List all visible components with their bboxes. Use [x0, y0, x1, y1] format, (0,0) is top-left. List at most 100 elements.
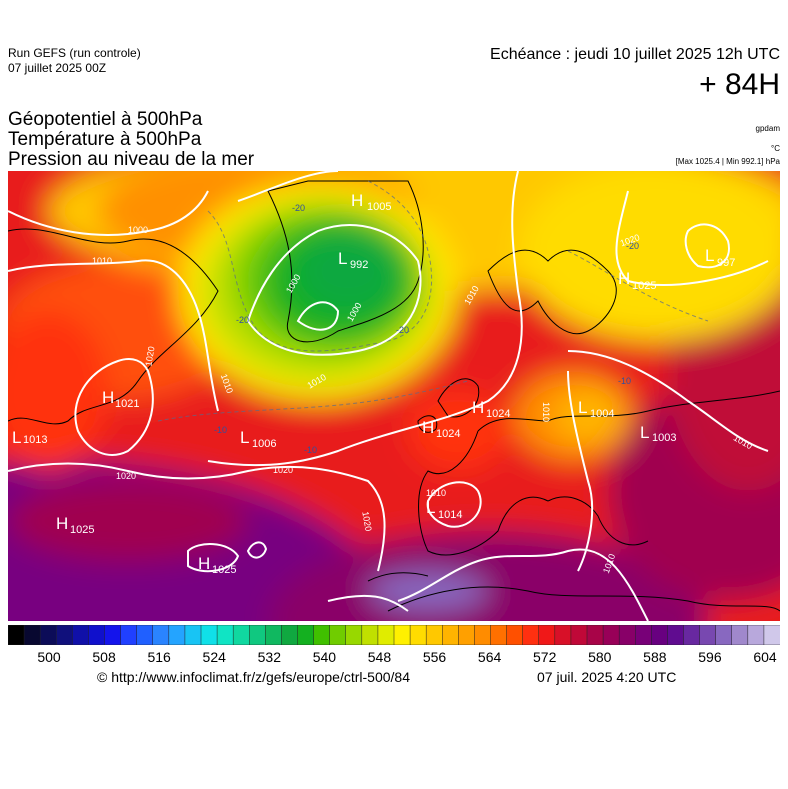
- coastlines: [8, 180, 780, 612]
- color-scale-swatch: [39, 625, 57, 645]
- color-scale-swatch: [216, 625, 234, 645]
- color-scale-swatch: [522, 625, 540, 645]
- svg-text:1021: 1021: [115, 398, 139, 410]
- color-scale-swatch: [136, 625, 154, 645]
- color-scale-tick-label: 564: [477, 649, 502, 665]
- color-scale-tick-label: 596: [698, 649, 722, 665]
- isobar-label: 1020: [116, 471, 136, 481]
- color-scale-swatch: [490, 625, 508, 645]
- color-scale-swatch: [602, 625, 620, 645]
- temp-label: -10: [304, 445, 317, 455]
- color-scale-swatch: [72, 625, 89, 645]
- pressure-center: L 1004: [578, 398, 614, 420]
- color-scale-swatch: [120, 625, 138, 645]
- color-scale-swatch: [329, 625, 347, 645]
- isobar-label: 1010: [92, 256, 112, 266]
- svg-text:L: L: [578, 398, 587, 417]
- color-scale-swatch: [409, 625, 427, 645]
- color-scale-tick-label: 556: [422, 649, 447, 665]
- color-scale-swatch: [297, 625, 315, 645]
- color-scale-tick-label: 580: [588, 649, 612, 665]
- temp-label: -20: [396, 325, 409, 335]
- color-scale-tick-label: 500: [37, 649, 61, 665]
- pressure-center: H 1024: [472, 398, 510, 420]
- lead-time: + 84H: [699, 68, 780, 101]
- layer-title-pressure: Pression au niveau de la mer: [8, 149, 255, 170]
- temp-label: -10: [618, 376, 631, 386]
- color-scale-swatch: [651, 625, 668, 645]
- color-scale-swatch: [345, 625, 363, 645]
- color-scale-swatch: [586, 625, 604, 645]
- color-scale-swatch: [184, 625, 202, 645]
- svg-text:H: H: [56, 514, 68, 533]
- svg-text:L: L: [640, 423, 649, 442]
- color-scale-swatch: [635, 625, 652, 645]
- pressure-center: L 1003: [640, 423, 676, 444]
- color-scale-swatch: [506, 625, 524, 645]
- svg-text:1024: 1024: [486, 408, 510, 420]
- color-scale-swatch: [232, 625, 250, 645]
- color-scale-swatch: [715, 625, 733, 645]
- run-date: 07 juillet 2025 00Z: [8, 61, 107, 75]
- pressure-center: L 1013: [12, 428, 47, 447]
- svg-text:1003: 1003: [652, 432, 676, 444]
- color-scale-swatch: [393, 625, 411, 645]
- color-scale-tick-label: 548: [367, 649, 392, 665]
- pressure-center: H 1021: [102, 388, 139, 410]
- source-credit: © http://www.infoclimat.fr/z/gefs/europe…: [97, 669, 411, 685]
- temp-label: -20: [626, 241, 639, 251]
- isobar-label: 1020: [143, 346, 156, 367]
- pressure-center: H 1025: [618, 269, 656, 292]
- layer-title-temperature: Température à 500hPa: [8, 129, 202, 150]
- svg-text:L: L: [12, 428, 21, 447]
- pressure-center: H 1024: [422, 418, 460, 440]
- svg-text:H: H: [472, 398, 484, 417]
- color-scale-swatch: [731, 625, 749, 645]
- temp-label: -20: [236, 315, 249, 325]
- pressure-center: L 1006: [240, 428, 276, 450]
- color-scale-swatch: [361, 625, 379, 645]
- color-scale-swatch: [88, 625, 106, 645]
- temperature-labels: -20 -20 -20 -20 -10 -10 -10: [214, 203, 639, 455]
- generation-timestamp: 07 juil. 2025 4:20 UTC: [537, 669, 677, 685]
- color-scale-swatch: [747, 625, 765, 645]
- pressure-center: H 1025: [56, 514, 94, 536]
- color-scale-swatch: [474, 625, 492, 645]
- color-scale-swatch: [104, 625, 122, 645]
- svg-text:1025: 1025: [212, 564, 236, 576]
- isobar-label: 1010: [541, 402, 551, 422]
- svg-text:992: 992: [350, 259, 368, 271]
- color-scale-swatch: [683, 625, 701, 645]
- svg-text:1025: 1025: [632, 280, 656, 292]
- svg-text:1006: 1006: [252, 438, 276, 450]
- isobar-label: 1010: [426, 488, 446, 498]
- unit-pressure-range: [Max 1025.4 | Min 992.1] hPa: [675, 157, 780, 166]
- color-scale-swatch: [377, 625, 395, 645]
- svg-text:1024: 1024: [436, 428, 460, 440]
- pressure-center: L 997: [705, 246, 735, 269]
- color-scale-swatch: [699, 625, 717, 645]
- weather-map: -20 -20 -20 -20 -10 -10 -10 1000 1010 10…: [8, 171, 780, 621]
- color-scale-swatch: [570, 625, 588, 645]
- svg-text:H: H: [422, 418, 434, 437]
- color-scale-swatch: [281, 625, 299, 645]
- svg-text:L: L: [705, 246, 714, 265]
- color-scale-swatch: [458, 625, 475, 645]
- color-scale-bar: [8, 625, 780, 645]
- color-scale-swatch: [168, 625, 186, 645]
- color-scale-swatch: [763, 625, 780, 645]
- pressure-center: H 1005: [351, 191, 391, 213]
- svg-text:H: H: [351, 191, 363, 210]
- svg-text:L: L: [426, 498, 435, 517]
- color-scale-swatch: [56, 625, 73, 645]
- color-scale-tick-label: 540: [312, 649, 337, 665]
- color-scale-tick-label: 588: [643, 649, 667, 665]
- pressure-center: L 992: [338, 249, 368, 271]
- pressure-center: L 1014: [426, 498, 462, 521]
- color-scale-swatch: [23, 625, 41, 645]
- isobars: [8, 171, 769, 621]
- layer-title-geopotential: Géopotentiel à 500hPa: [8, 109, 203, 130]
- color-scale-swatch: [249, 625, 266, 645]
- color-scale-swatch: [265, 625, 282, 645]
- color-scale-tick-label: 572: [533, 649, 557, 665]
